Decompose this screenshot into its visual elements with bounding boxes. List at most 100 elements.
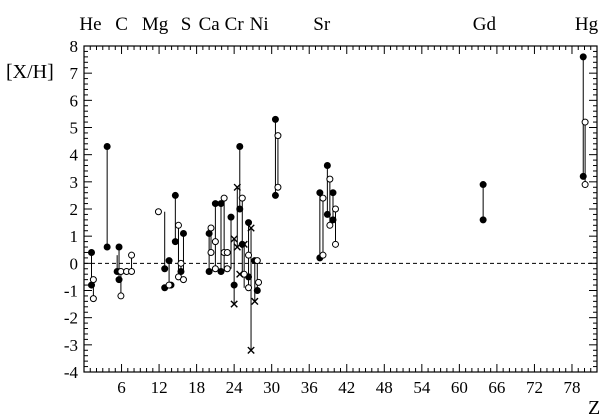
open-point	[128, 267, 136, 275]
cross-point	[240, 240, 248, 249]
x-tick-label: 42	[338, 378, 355, 397]
element-label: Ca	[199, 14, 221, 35]
open-point	[223, 248, 231, 256]
cross-point	[247, 346, 255, 354]
filled-point	[227, 213, 235, 221]
filled-point	[316, 189, 324, 197]
open-point	[326, 175, 334, 183]
element-label: Cr	[225, 14, 245, 35]
y-tick-label: 5	[70, 119, 79, 138]
filled-point	[271, 191, 279, 199]
cross-stroke	[230, 235, 238, 243]
element-label: Hg	[575, 14, 599, 35]
abundance-ranges	[91, 56, 586, 351]
open-point	[240, 270, 248, 278]
open-point	[238, 194, 246, 202]
filled-point	[179, 229, 187, 237]
y-tick-label: 8	[70, 37, 79, 56]
filled-point	[88, 248, 96, 256]
cross-point	[247, 224, 255, 232]
open-point	[245, 251, 253, 259]
filled-point	[579, 172, 587, 180]
x-tick-label: 12	[151, 378, 168, 397]
open-point	[128, 251, 136, 259]
element-label: He	[79, 14, 101, 35]
y-tick-label: 7	[70, 64, 79, 83]
x-tick-label: 6	[117, 378, 126, 397]
filled-point	[253, 287, 261, 294]
filled-point	[323, 162, 331, 170]
x-tick-label: 48	[376, 378, 393, 397]
element-label: S	[181, 14, 192, 35]
element-label: C	[115, 14, 128, 35]
y-tick-label: -4	[64, 363, 79, 382]
open-point	[177, 259, 185, 267]
cross-stroke	[247, 346, 255, 354]
open-point	[223, 265, 231, 273]
open-point	[174, 221, 182, 229]
open-point	[245, 284, 253, 292]
y-tick-label: 3	[70, 173, 79, 192]
cross-point	[230, 235, 238, 243]
cross-stroke	[236, 270, 244, 278]
filled-point	[323, 210, 331, 218]
filled-point	[171, 238, 179, 246]
open-point	[319, 251, 327, 259]
cross-stroke	[233, 243, 241, 251]
element-label: Gd	[473, 14, 497, 35]
open-point	[326, 221, 334, 229]
filled-point	[329, 189, 337, 197]
filled-point	[103, 143, 111, 151]
cross-stroke	[251, 297, 259, 306]
open-point	[253, 257, 261, 265]
cross-stroke	[230, 300, 238, 308]
open-point	[179, 276, 187, 284]
cross-point	[233, 183, 241, 191]
cross-stroke	[233, 183, 241, 191]
cross-point	[230, 300, 238, 308]
plot-frame	[83, 45, 598, 373]
open-point	[154, 208, 162, 216]
open-point	[117, 267, 125, 275]
open-point	[255, 278, 263, 286]
y-tick-label: 6	[70, 91, 79, 110]
open-point	[319, 194, 327, 202]
open-point	[207, 224, 215, 232]
open-point	[89, 295, 97, 303]
element-label: Mg	[142, 14, 169, 35]
y-tick-label: 1	[70, 227, 79, 246]
filled-point	[217, 200, 225, 208]
x-tick-label: 72	[526, 378, 543, 397]
filled-point	[115, 243, 123, 251]
filled-point	[161, 265, 169, 273]
filled-point	[115, 276, 123, 284]
filled-point	[103, 243, 111, 251]
filled-point	[579, 53, 587, 61]
filled-point	[205, 267, 213, 275]
filled-point	[479, 181, 487, 189]
y-tick-label: 2	[70, 200, 79, 219]
x-tick-label: 54	[413, 378, 431, 397]
open-point	[89, 276, 97, 284]
filled-point	[236, 205, 244, 213]
y-tick-label: -1	[64, 282, 78, 301]
y-tick-label: -2	[64, 309, 78, 328]
x-axis-title: Z	[588, 397, 600, 417]
x-tick-label: 30	[263, 378, 280, 397]
open-point	[581, 181, 589, 189]
cross-point	[251, 297, 259, 306]
axis-ticks	[83, 45, 598, 373]
open-point	[331, 240, 339, 248]
cross-stroke	[247, 224, 255, 232]
x-tick-label: 66	[488, 378, 505, 397]
element-label-group: He C Mg S Ca Cr Ni Sr Gd Hg	[79, 14, 598, 35]
filled-point	[479, 216, 487, 224]
element-label: Sr	[313, 14, 331, 35]
x-tick-label: 18	[188, 378, 205, 397]
filled-point	[236, 143, 244, 151]
x-tick-label: 24	[226, 378, 244, 397]
y-tick-label: 4	[70, 146, 79, 165]
filled-point	[329, 216, 337, 224]
